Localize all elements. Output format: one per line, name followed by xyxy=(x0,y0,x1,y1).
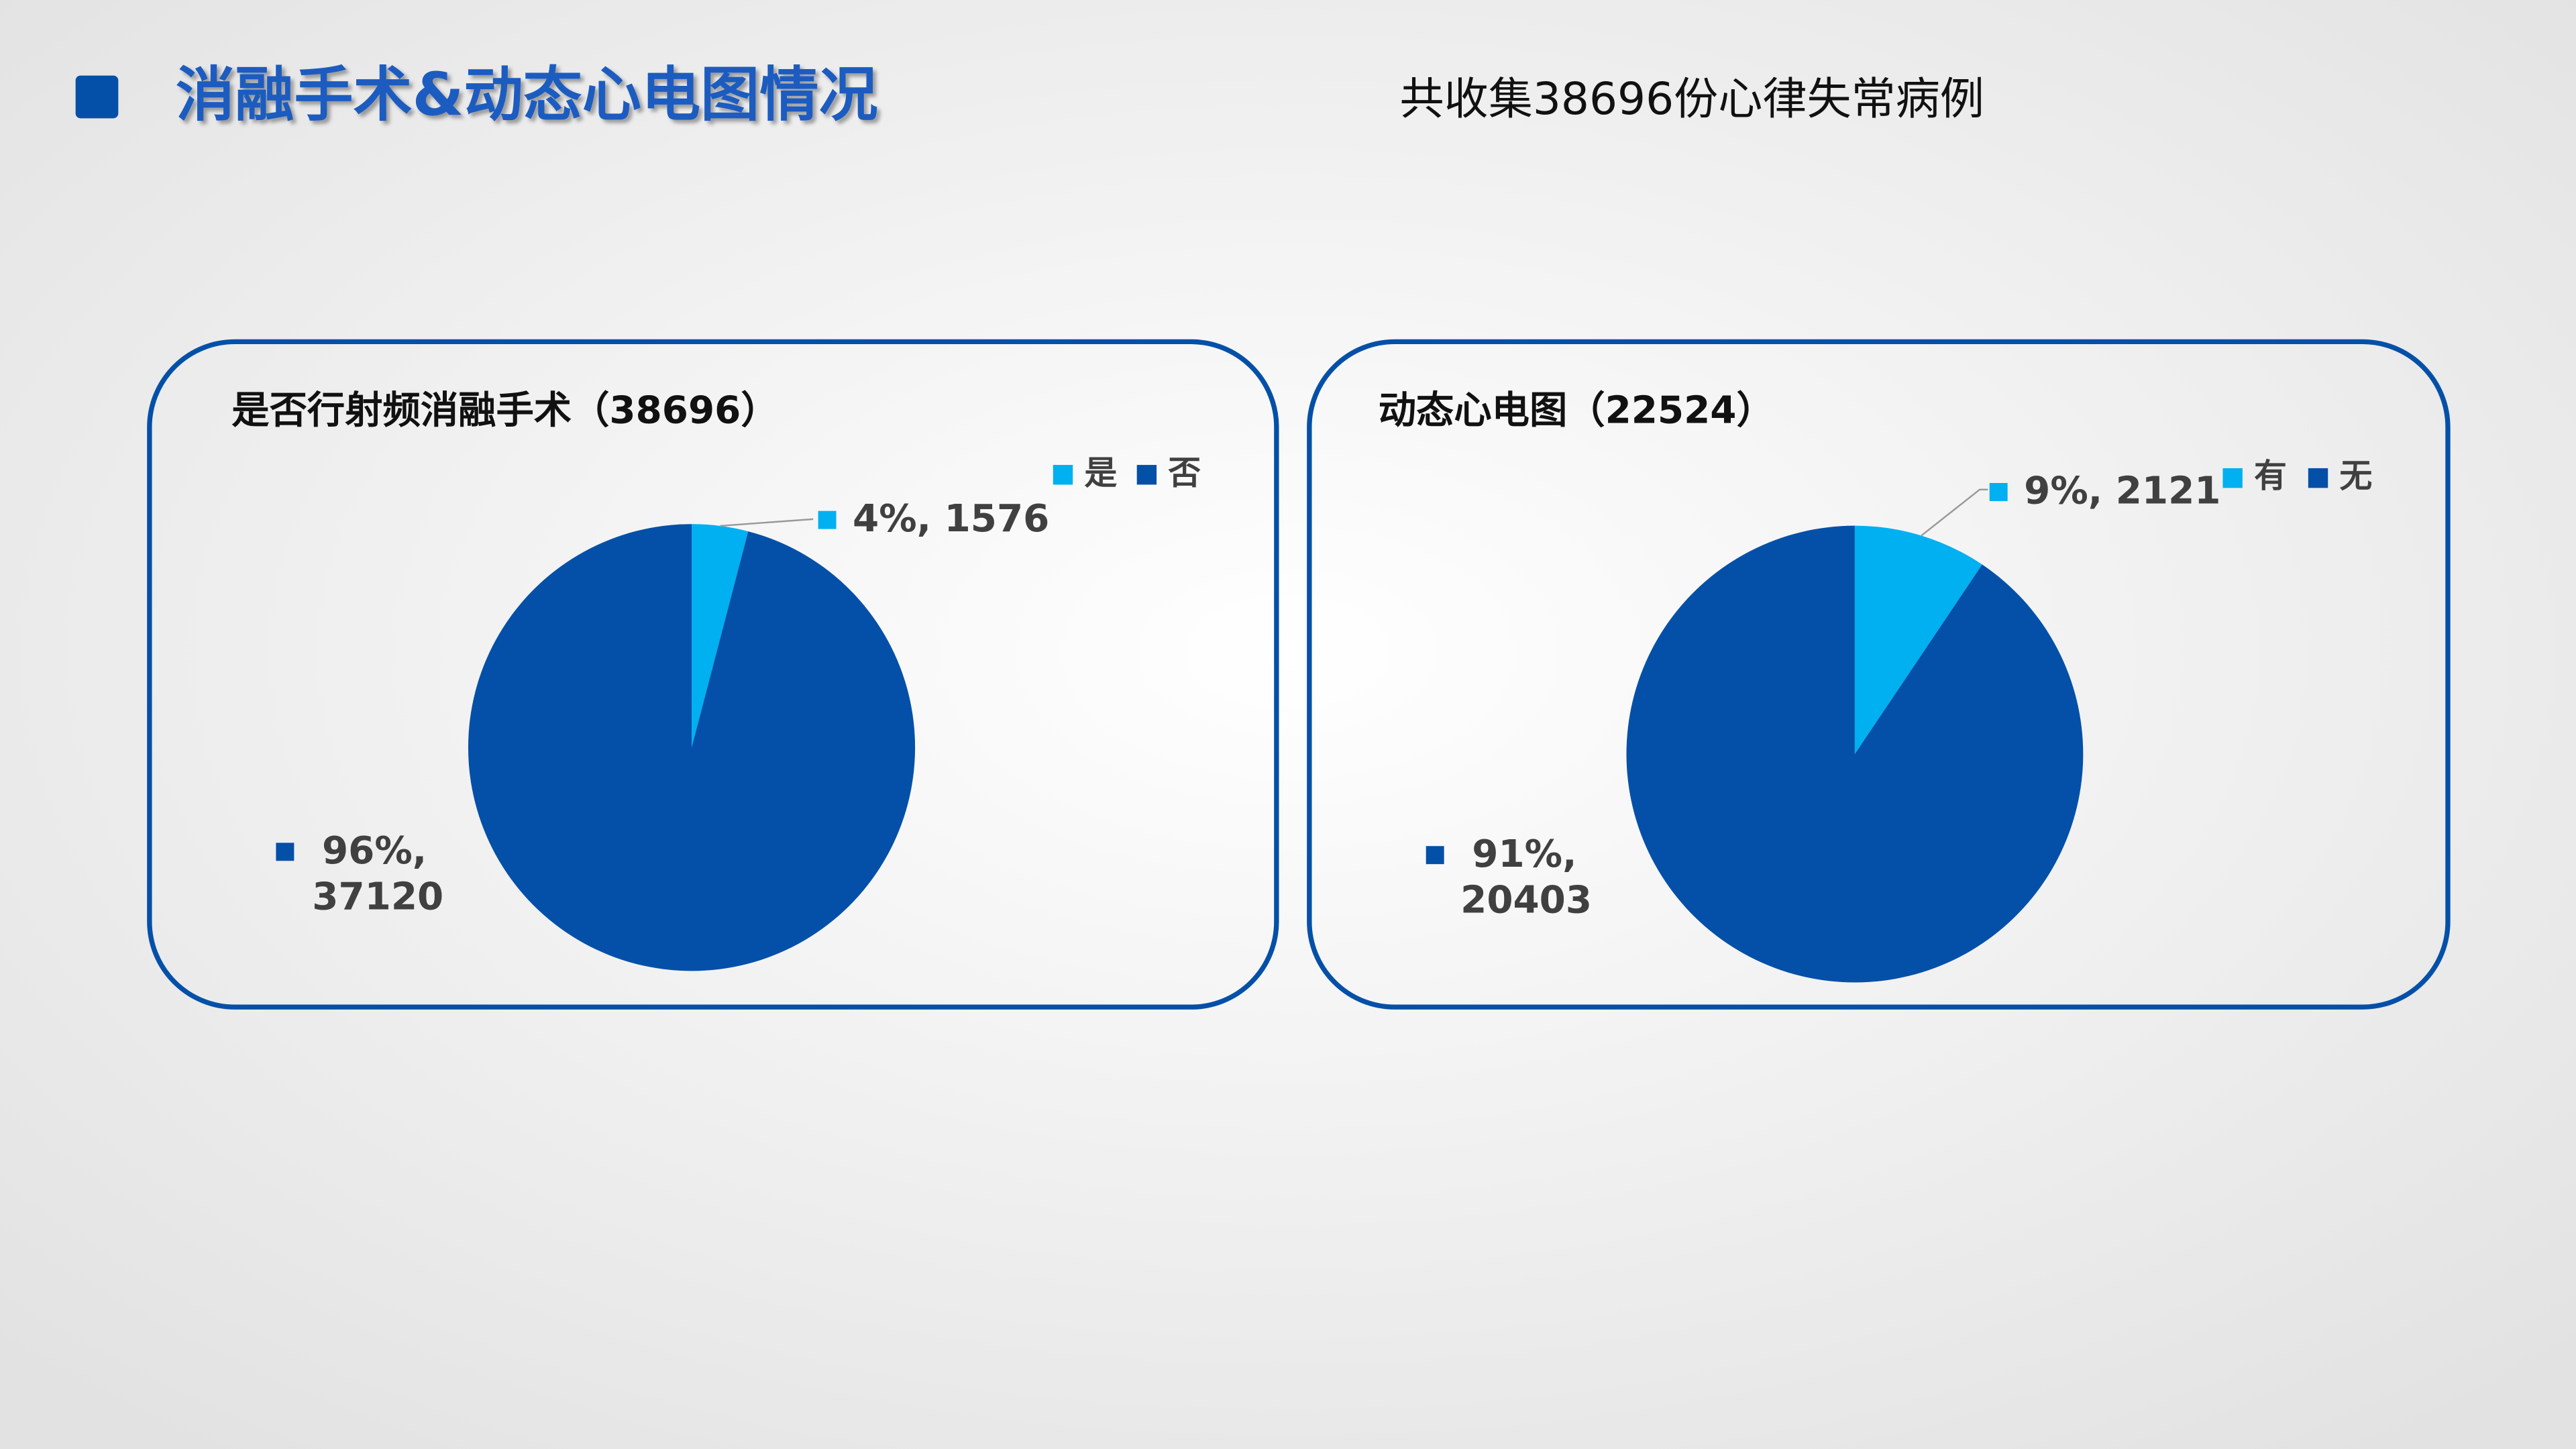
pie-slice xyxy=(468,524,916,971)
pie-slice xyxy=(1626,525,2084,983)
slide-title: 消融手术&动态心电图情况 xyxy=(176,60,878,129)
label-key xyxy=(818,511,837,529)
legend-key xyxy=(2222,468,2243,488)
slide-subtitle: 共收集38696份心律失常病例 xyxy=(1400,73,1984,125)
legend-label: 是 xyxy=(1084,453,1117,492)
data-label: 91%, 20403 xyxy=(1460,833,1592,922)
label-key xyxy=(1989,483,2008,501)
leader-line xyxy=(1921,488,1988,537)
chart-title: 动态心电图（22524） xyxy=(1379,388,1774,432)
legend-label: 有 xyxy=(2254,457,2287,495)
legend-label: 否 xyxy=(1168,453,1201,492)
data-label: 4%, 1576 xyxy=(853,497,1049,541)
legend-key xyxy=(2308,468,2328,488)
data-label: 9%, 2121 xyxy=(2024,469,2220,513)
panel xyxy=(1307,339,2451,1010)
label-key xyxy=(276,843,294,861)
title-bullet xyxy=(75,75,119,119)
pie-slice xyxy=(692,524,749,748)
panel xyxy=(147,339,1279,1010)
data-label: 96%, 37120 xyxy=(312,829,443,919)
legend-key xyxy=(1053,465,1073,485)
pie-slice xyxy=(1854,525,1982,755)
chart-title: 是否行射频消融手术（38696） xyxy=(231,388,778,432)
legend-label: 无 xyxy=(2339,457,2372,495)
legend-key xyxy=(1136,465,1157,485)
label-key xyxy=(1426,846,1444,865)
leader-line xyxy=(720,518,814,527)
